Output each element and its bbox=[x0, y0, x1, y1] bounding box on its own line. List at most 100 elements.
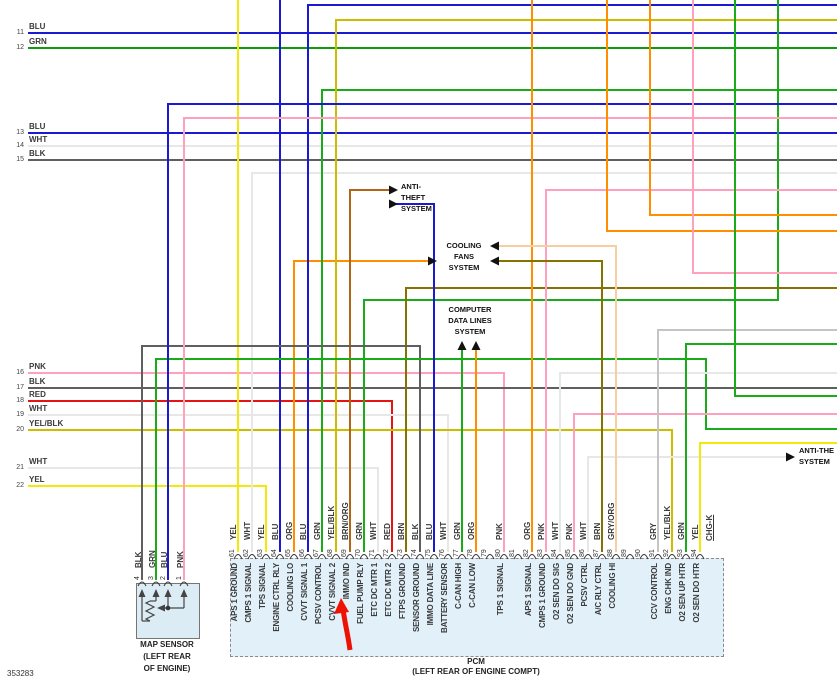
pcm-pin-signal: CVVT SIGNAL 1 bbox=[300, 563, 309, 621]
wire-blu bbox=[307, 4, 837, 552]
pcm-pin-wire-color: WHT bbox=[243, 521, 252, 540]
wire-blu bbox=[167, 103, 837, 580]
pcm-pin-caret bbox=[387, 554, 397, 560]
pcm-pin-signal: CCV CONTROL bbox=[650, 563, 659, 620]
map-pin-wire-color: GRN bbox=[148, 550, 157, 568]
flow-arrow-icon bbox=[490, 241, 499, 251]
map-sensor-location-line2: OF ENGINE) bbox=[143, 664, 191, 673]
wire-grn bbox=[321, 89, 837, 552]
pcm-pin-number: 62 bbox=[243, 549, 250, 557]
pcm-pin-signal: O2 SEN DO HTR bbox=[692, 563, 701, 623]
pcm-pin-signal: CMPS 1 SIGNAL bbox=[244, 563, 253, 623]
pcm-pin-number: 87 bbox=[593, 549, 600, 557]
pcm-pin-number: 93 bbox=[677, 549, 684, 557]
pcm-pin-signal: FUEL PUMP RLY bbox=[356, 563, 365, 624]
pcm-pin-wire-color: GRN bbox=[355, 522, 364, 540]
pcm-pin-number: 65 bbox=[285, 549, 292, 557]
pcm-pin-number: 73 bbox=[397, 549, 404, 557]
terminal-wire-color-13: BLU bbox=[29, 122, 46, 131]
chg-k-label: CHG-K bbox=[705, 514, 714, 541]
pcm-pin-wire-color: BLU bbox=[271, 523, 280, 540]
pcm-pin-caret bbox=[653, 554, 663, 560]
system-label-line: SYSTEM bbox=[448, 263, 480, 272]
pcm-pin-number: 86 bbox=[579, 549, 586, 557]
pcm-pin-number: 91 bbox=[649, 549, 656, 557]
wiper-arrow-icon bbox=[157, 604, 165, 612]
pcm-pin-wire-color: GRN bbox=[453, 522, 462, 540]
pcm-pin-number: 71 bbox=[369, 549, 376, 557]
pcm-pin-caret bbox=[429, 554, 439, 560]
pcm-pin-number: 64 bbox=[271, 549, 278, 557]
flow-arrow-icon bbox=[786, 452, 795, 462]
pcm-pin-wire-color: YEL/BLK bbox=[663, 505, 672, 540]
pcm-pin-caret bbox=[513, 554, 523, 560]
wire-grn bbox=[734, 0, 837, 397]
pcm-pin-caret bbox=[471, 554, 481, 560]
pcm-pin-signal: FTPS GROUND bbox=[398, 563, 407, 620]
pcm-pin-number: 85 bbox=[565, 549, 572, 557]
pcm-pin-signal: PCSV CONTROL bbox=[314, 563, 323, 625]
wire-wht bbox=[28, 467, 379, 552]
pcm-pin-number: 79 bbox=[481, 549, 488, 557]
pcm-pin-signal: O2 SEN DO SIG bbox=[552, 563, 561, 620]
pcm-pin-signal: COOLING HI bbox=[608, 563, 617, 609]
map-sensor-location-line1: (LEFT REAR bbox=[143, 652, 191, 661]
pcm-pin-wire-color: PNK bbox=[565, 523, 574, 540]
wire-org bbox=[606, 0, 837, 232]
pcm-pin-signal: ETC DC MTR 1 bbox=[370, 563, 379, 617]
pcm-pin-signal: ENG CHK IND bbox=[664, 563, 673, 614]
pcm-pin-caret bbox=[331, 554, 341, 560]
pcm-pin-caret bbox=[499, 554, 509, 560]
pcm-pin-wire-color: BRN bbox=[593, 522, 602, 540]
system-label-line: ANTI-THE bbox=[799, 446, 834, 455]
wire-org bbox=[293, 260, 429, 552]
wire-brn bbox=[498, 260, 603, 552]
pcm-pin-wire-color: GRN bbox=[313, 522, 322, 540]
pcm-pin-caret bbox=[667, 554, 677, 560]
pcm-pin-number: 80 bbox=[495, 549, 502, 557]
pcm-pin-caret bbox=[373, 554, 383, 560]
terminal-wire-color-12: GRN bbox=[29, 37, 47, 46]
pcm-pin-signal: C-CAN HIGH bbox=[454, 563, 463, 609]
terminal-number-20: 20 bbox=[16, 426, 24, 433]
map-pin-caret bbox=[137, 581, 147, 587]
pcm-pin-wire-color: ORG bbox=[523, 521, 532, 540]
system-label-line: DATA LINES bbox=[448, 316, 492, 325]
wire-blu bbox=[390, 203, 435, 552]
terminal-number-18: 18 bbox=[16, 397, 24, 404]
pcm-pin-wire-color: YEL bbox=[229, 524, 238, 540]
terminal-wire-color-16: PNK bbox=[29, 362, 46, 371]
terminal-number-11: 11 bbox=[16, 29, 24, 36]
wire-yel bbox=[28, 485, 267, 552]
pcm-pin-caret bbox=[527, 554, 537, 560]
pcm-pin-number: 75 bbox=[425, 549, 432, 557]
pcm-pin-signal: APS 1 GROUND bbox=[230, 563, 239, 622]
pcm-pin-wire-color: WHT bbox=[439, 521, 448, 540]
pcm-pin-wire-color: PNK bbox=[537, 523, 546, 540]
pcm-pin-number: 68 bbox=[327, 549, 334, 557]
pcm-pin-caret bbox=[541, 554, 551, 560]
pcm-pin-number: 92 bbox=[663, 549, 670, 557]
pcm-pin-caret bbox=[695, 554, 705, 560]
system-label-cooling-fans: COOLING FANS SYSTEM bbox=[436, 240, 492, 273]
wire-gryorg bbox=[498, 245, 617, 552]
pcm-pin-caret bbox=[233, 554, 243, 560]
pcm-pin-caret bbox=[401, 554, 411, 560]
pcm-pin-wire-color: RED bbox=[383, 523, 392, 540]
wire-pnk bbox=[692, 0, 837, 274]
pcm-pin-wire-color: ORG bbox=[285, 521, 294, 540]
pcm-pin-number: 78 bbox=[467, 549, 474, 557]
pcm-pin-wire-color: WHT bbox=[369, 521, 378, 540]
terminal-wire-color-17: BLK bbox=[29, 377, 46, 386]
pcm-pin-caret bbox=[457, 554, 467, 560]
terminal-wire-color-21: WHT bbox=[29, 457, 48, 466]
pcm-pin-number: 84 bbox=[551, 549, 558, 557]
pcm-pin-caret bbox=[597, 554, 607, 560]
pcm-pin-number: 72 bbox=[383, 549, 390, 557]
pcm-pin-wire-color: WHT bbox=[579, 521, 588, 540]
pcm-pin-caret bbox=[415, 554, 425, 560]
wire-gry bbox=[657, 329, 837, 552]
map-pin-arrow-icon bbox=[180, 589, 188, 597]
annotation-arrowhead bbox=[334, 598, 349, 614]
